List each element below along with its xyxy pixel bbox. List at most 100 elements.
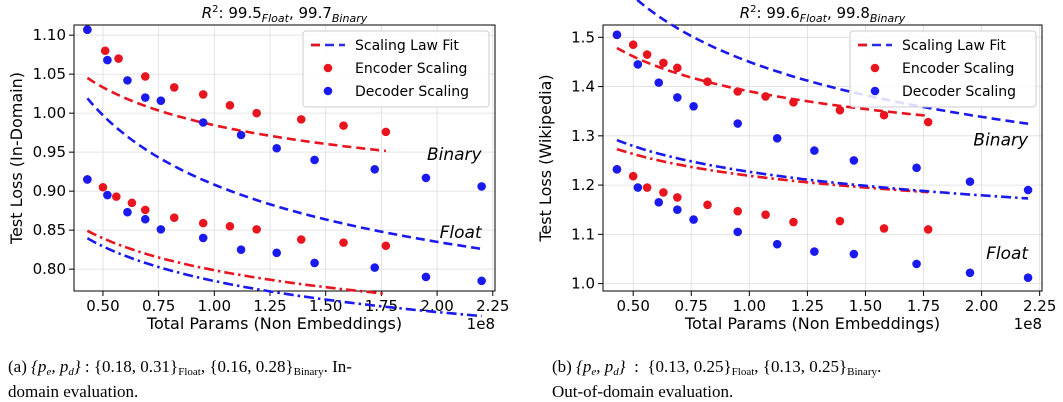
title-sub-float: Float [800, 12, 828, 25]
legend-label: Scaling Law Fit [355, 38, 459, 54]
y-tick-label: 0.80 [33, 260, 66, 278]
legend-marker [870, 63, 880, 73]
encoder-float-point [112, 192, 121, 201]
decoder-binary-point [772, 133, 782, 143]
title-sub-binary: Binary [870, 12, 906, 25]
x-tick-label: 1.25 [253, 297, 286, 315]
caption-b-line2: Out-of-domain evaluation. [552, 382, 734, 401]
legend-label: Decoder Scaling [355, 84, 469, 100]
fit-curve-binary-decoder [86, 97, 482, 251]
encoder-float-point [923, 225, 933, 234]
caption-b-float-values: {0.13, 0.25} [647, 357, 732, 376]
decoder-float-point [733, 227, 743, 237]
decoder-float-point [421, 272, 431, 282]
decoder-binary-point [421, 173, 431, 183]
legend-box [302, 30, 490, 108]
caption-b-float-sub: Float [731, 366, 755, 378]
caption-a-float-values: {0.18, 0.31} [93, 357, 179, 376]
fit-curve-binary-encoder [86, 76, 387, 153]
annotation-binary: Binary [427, 145, 483, 165]
x-axis-label: Total Params (Non Embeddings) [146, 314, 402, 333]
encoder-binary-point [100, 46, 110, 56]
y-tick-label: 1.4 [571, 78, 595, 96]
caption-a: (a) {pe, pd} : {0.18, 0.31}Float, {0.16,… [8, 357, 352, 401]
y-tick-label: 1.00 [33, 104, 66, 122]
title-r: R [740, 4, 750, 22]
encoder-float-point [127, 198, 137, 208]
x-tick-label: 0.75 [142, 297, 175, 315]
caption-b-label: (b) [552, 357, 572, 376]
fit-curve-binary-decoder [635, 0, 1029, 125]
decoder-float-point [140, 214, 150, 224]
encoder-float-point [296, 235, 306, 244]
x-tick-label: 1.25 [791, 297, 824, 315]
encoder-binary-point [673, 63, 682, 73]
decoder-float-point [370, 263, 380, 272]
x-tick-label: 1.00 [198, 297, 231, 315]
encoder-float-point [381, 241, 391, 251]
encoder-binary-point [296, 115, 306, 124]
caption-a-line2: domain evaluation. [8, 382, 139, 401]
annotation-binary: Binary [973, 131, 1029, 151]
caption-a-binary-sub: Binary [293, 366, 324, 378]
decoder-float-point [689, 215, 698, 224]
decoder-binary-point [272, 143, 282, 153]
fit-curve-binary-encoder [616, 46, 929, 118]
decoder-float-point [83, 175, 92, 184]
decoder-binary-point [673, 93, 682, 102]
legend-label: Decoder Scaling [902, 84, 1016, 100]
x-axis-label: Total Params (Non Embeddings) [684, 314, 940, 333]
encoder-binary-point [835, 105, 845, 115]
encoder-float-point [628, 171, 638, 181]
encoder-binary-point [252, 108, 261, 118]
y-tick-label: 1.3 [571, 127, 595, 145]
encoder-float-point [198, 218, 208, 228]
y-tick-label: 1.1 [571, 225, 595, 243]
encoder-float-point [252, 225, 261, 234]
decoder-binary-point [849, 156, 859, 165]
encoder-binary-point [225, 101, 235, 110]
encoder-binary-point [879, 110, 889, 120]
y-tick-label: 1.05 [33, 65, 66, 83]
title-sub-float: Float [262, 12, 290, 25]
x-tick-label: 1.75 [907, 297, 940, 315]
y-tick-label: 1.5 [571, 28, 595, 46]
y-axis-label: Test Loss (Wikipedia) [536, 74, 555, 242]
encoder-float-point [339, 238, 348, 247]
encoder-binary-point [703, 77, 712, 86]
y-tick-label: 1.10 [33, 26, 66, 44]
encoder-float-point [879, 224, 889, 233]
decoder-float-point [633, 183, 643, 192]
encoder-float-point [733, 206, 743, 216]
encoder-float-point [703, 200, 712, 210]
x-exponent-label: 1e8 [1014, 315, 1042, 333]
caption-a-label: (a) [8, 357, 27, 376]
caption-a-tail: . In- [323, 357, 352, 376]
annotation-float: Float [986, 244, 1029, 264]
decoder-binary-point [123, 76, 132, 85]
fit-curve-float-encoder [616, 147, 929, 194]
decoder-float-point [123, 207, 132, 217]
decoder-float-point [612, 165, 622, 174]
encoder-float-point [659, 188, 668, 197]
caption-b-tail: . [877, 357, 882, 376]
decoder-binary-point [810, 146, 819, 155]
y-tick-label: 1.2 [571, 176, 595, 194]
decoder-float-point [912, 259, 921, 269]
decoder-binary-point [310, 155, 319, 165]
caption-b-binary-sub: Binary [847, 366, 878, 378]
decoder-float-point [965, 268, 975, 278]
decoder-binary-point [654, 78, 664, 87]
decoder-float-point [477, 276, 486, 286]
decoder-float-point [772, 239, 782, 249]
decoder-binary-point [156, 96, 166, 105]
decoder-float-point [673, 205, 682, 215]
decoder-binary-point [633, 60, 643, 69]
encoder-binary-point [140, 72, 150, 81]
encoder-float-point [98, 182, 108, 192]
encoder-binary-point [114, 54, 123, 63]
decoder-binary-point [965, 177, 975, 186]
encoder-binary-point [789, 98, 798, 107]
title-value-2: , 99.7 [289, 4, 332, 22]
encoder-binary-point [169, 83, 179, 92]
